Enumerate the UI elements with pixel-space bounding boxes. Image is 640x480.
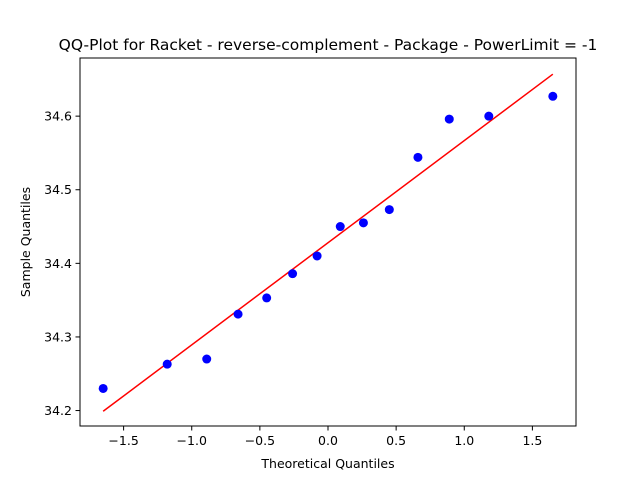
y-tick-label: 34.2 xyxy=(44,403,72,418)
data-point xyxy=(288,269,298,279)
y-tick-label: 34.6 xyxy=(44,109,72,124)
x-tick-label: 1.0 xyxy=(454,433,474,448)
y-tick-label: 34.5 xyxy=(44,182,72,197)
x-tick-label: −1.5 xyxy=(108,433,138,448)
x-tick-label: −1.0 xyxy=(177,433,207,448)
x-tick-label: 0.0 xyxy=(318,433,338,448)
data-point xyxy=(444,114,454,124)
data-point xyxy=(312,251,322,261)
y-axis-label: Sample Quantiles xyxy=(18,187,33,297)
data-point xyxy=(233,309,243,319)
data-point xyxy=(262,293,272,303)
data-point xyxy=(484,111,494,121)
x-tick-label: −0.5 xyxy=(245,433,275,448)
data-point xyxy=(202,354,212,364)
data-point xyxy=(162,359,172,369)
data-point xyxy=(384,205,394,215)
x-axis-ticks: −1.5 −1.0 −0.5 0.0 0.5 1.0 1.5 xyxy=(108,426,542,448)
data-point xyxy=(98,383,108,393)
x-tick-label: 1.5 xyxy=(522,433,542,448)
reference-line xyxy=(102,73,554,412)
x-tick-label: 0.5 xyxy=(386,433,406,448)
plot-frame xyxy=(79,57,577,427)
x-axis-label: Theoretical Quantiles xyxy=(260,456,394,471)
data-point xyxy=(358,218,368,228)
chart-title: QQ-Plot for Racket - reverse-complement … xyxy=(59,36,598,54)
y-tick-label: 34.4 xyxy=(44,256,72,271)
y-axis-ticks: 34.2 34.3 34.4 34.5 34.6 xyxy=(44,109,80,418)
data-point xyxy=(548,91,558,101)
y-tick-label: 34.3 xyxy=(44,329,72,344)
plot-marks xyxy=(98,73,558,412)
data-point xyxy=(413,152,423,162)
data-point xyxy=(335,222,345,232)
